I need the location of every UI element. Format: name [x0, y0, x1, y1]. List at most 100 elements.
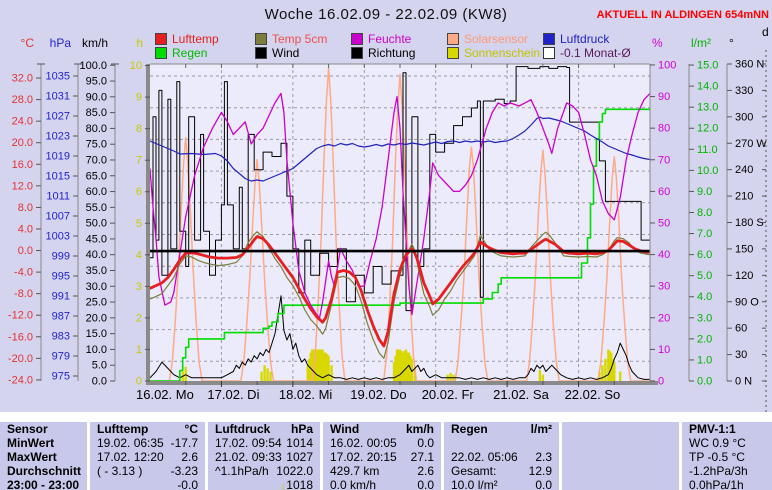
tick-label: 50 [658, 217, 670, 229]
legend-label: Wind [272, 46, 300, 60]
series-group [150, 66, 650, 381]
tick-label: 15.0 [697, 60, 718, 72]
legend-item-temp-5cm: Temp 5cm [255, 32, 327, 46]
tick-label: 25.0 [86, 297, 107, 309]
x-axis-day-label: 18.02. Mi [279, 387, 333, 402]
tick-label: 991 [52, 291, 70, 303]
tick-label: 180 S [735, 217, 764, 229]
tick-label: 13.0 [697, 102, 718, 114]
table-cell: -1.2hPa/3h [679, 464, 766, 478]
tick-label: 12.0 [12, 180, 33, 192]
legend-item-luftdruck: Luftdruck [543, 32, 609, 46]
legend-swatch [543, 33, 555, 45]
tick-label: 1007 [46, 211, 70, 223]
tick-label: 85.0 [86, 107, 107, 119]
tick-label: 90.0 [86, 91, 107, 103]
tick-label: 1 [136, 344, 142, 356]
tick-label: 55.0 [86, 202, 107, 214]
legend-label: Feuchte [368, 32, 412, 46]
tick-label: 20.0 [86, 312, 107, 324]
table-cell: ↓1018 [205, 478, 320, 490]
tick-label: 240 [735, 164, 753, 176]
legend-swatch [155, 33, 167, 45]
series-richtung [150, 66, 650, 312]
table-cell: 0.0hPa/1h [679, 478, 766, 490]
legend-label: -0.1 Monat-Ø [560, 46, 631, 60]
tick-label: 7.0 [697, 228, 712, 240]
tick-label: 20.0 [12, 137, 33, 149]
tick-label: 6 [136, 186, 142, 198]
table-cell: 429.7 km 2.6 [320, 464, 441, 478]
tick-label: 4.0 [697, 291, 712, 303]
tick-label: 75.0 [86, 139, 107, 151]
table-header-cell [559, 422, 679, 436]
tick-label: 7 [136, 155, 142, 167]
table-cell: 21.02. 09:33 1027 [205, 450, 320, 464]
x-axis-day-label: 22.02. So [565, 387, 621, 402]
table-cell: 17.02. 20:15 27.1 [320, 450, 441, 464]
tick-label: 1023 [46, 131, 70, 143]
series-wind [150, 295, 650, 380]
tick-label: 4 [136, 249, 142, 261]
table-cell: -0.0 [87, 478, 205, 490]
tick-label: 150 [735, 243, 753, 255]
legend-item-feuchte: Feuchte [351, 32, 412, 46]
legend-label: Solarsensor [464, 32, 529, 46]
tick-label: 60.0 [86, 186, 107, 198]
axes: °C32.028.024.020.016.012.08.04.00.0-4.0-… [8, 25, 769, 490]
axis-unit-sun_h: h [136, 36, 143, 50]
tick-label: -20.0 [8, 353, 33, 365]
table-row: MinWert 19.02. 06:35 -17.7 17.02. 09:54 1014… [0, 436, 772, 450]
tick-label: 995 [52, 271, 70, 283]
table-cell: 19.02. 06:35 -17.7 [87, 436, 205, 450]
tick-label: 9 [136, 92, 142, 104]
tick-label: 10 [130, 60, 142, 72]
legend-item-richtung: Richtung [351, 46, 415, 60]
legend-item-wind: Wind [255, 46, 300, 60]
x-axis-day-label: 19.02. Do [350, 387, 406, 402]
tick-label: 0.0 [697, 376, 712, 388]
tick-label: 45.0 [86, 233, 107, 245]
tick-label: 70.0 [86, 154, 107, 166]
stats-table: Sensor Lufttemp °C Luftdruck hPa Wind km/h Rege… [0, 422, 772, 490]
axis-unit-pressure_hpa: hPa [50, 36, 72, 50]
tick-label: 90 [658, 91, 670, 103]
tick-label: 1027 [46, 111, 70, 123]
plot-border [146, 63, 658, 387]
tick-label: 80 [658, 123, 670, 135]
tick-label: 12.0 [697, 123, 718, 135]
tick-label: 8.0 [18, 202, 33, 214]
tick-label: 60 [735, 323, 747, 335]
x-axis-day-label: 20.02. Fr [422, 387, 475, 402]
tick-label: 65.0 [86, 170, 107, 182]
x-axis-day-label: 16.02. Mo [136, 387, 194, 402]
legend-swatch [543, 47, 555, 59]
x-axis-labels: 16.02. Mo 17.02. Di 18.02. Mi 19.02. Do 20.0… [136, 387, 620, 402]
legend-swatch [155, 47, 167, 59]
tick-label: 8.0 [697, 207, 712, 219]
table-cell: ( - 3.13 ) -3.23 [87, 464, 205, 478]
table-cell [559, 478, 679, 490]
tick-label: 1035 [46, 71, 70, 83]
row-label: Durchschnitt [7, 464, 82, 478]
page-title: Woche 16.02.09 - 22.02.09 (KW8) [264, 6, 508, 23]
table-cell: 10.0 l/m² 0.0 [441, 478, 559, 490]
tick-label: -4.0 [14, 267, 33, 279]
axis-unit-rain_lm2: l/m² [691, 36, 711, 50]
tick-label: 0.0 [92, 376, 107, 388]
table-cell: TP -0.5 °C [679, 450, 766, 464]
tick-label: 270 W [735, 138, 767, 150]
tick-label: 0.0 [18, 245, 33, 257]
tick-label: 14.0 [697, 81, 718, 93]
tick-label: 2 [136, 312, 142, 324]
table-cell: 16.02. 00:05 0.0 [320, 436, 441, 450]
table-row: Durchschnitt ( - 3.13 ) -3.23 ^1.1hPa/h 1022… [0, 464, 772, 478]
tick-label: 16.0 [12, 159, 33, 171]
legend-swatch [351, 33, 363, 45]
table-header-cell: Wind km/h [320, 422, 441, 436]
tick-label: 0 N [735, 376, 752, 388]
tick-label: 40 [658, 249, 670, 261]
tick-label: 983 [52, 331, 70, 343]
